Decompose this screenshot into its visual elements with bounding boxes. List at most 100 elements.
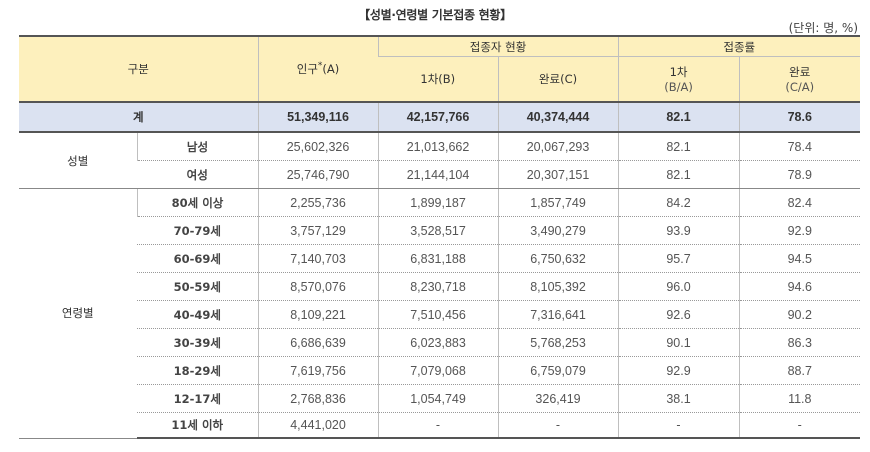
cell-completed: 1,857,749 (497, 188, 619, 217)
row-label: 12-17세 (137, 384, 259, 413)
cell-rate-first: 90.1 (617, 328, 740, 357)
cell-rate-first: 92.6 (617, 300, 740, 329)
cell-first: 7,510,456 (377, 300, 499, 329)
table-row: 70-79세 3,757,129 3,528,517 3,490,279 93.9 92.… (19, 216, 861, 245)
cell-completed: 7,316,641 (497, 300, 619, 329)
cell-rate-first: 93.9 (617, 216, 740, 245)
cell-rate-completed: 94.6 (738, 272, 861, 301)
cell-rate-first: 92.9 (617, 356, 740, 385)
row-label: 60-69세 (137, 244, 259, 273)
table-row: 18-29세 7,619,756 7,079,068 6,759,079 92.9 88.… (19, 356, 861, 385)
cell-completed: 20,307,151 (497, 160, 619, 189)
cell-rate-completed: 78.4 (738, 132, 861, 161)
cell-completed: 3,490,279 (497, 216, 619, 245)
cell-first: - (377, 412, 499, 439)
row-label: 40-49세 (137, 300, 259, 329)
cell-rate-first: 82.1 (617, 132, 740, 161)
cell-rate-completed: 92.9 (738, 216, 861, 245)
unit-note: (단위: 명, %) (788, 21, 858, 35)
cell-population: 7,140,703 (257, 244, 379, 273)
header-first-dose: 1차(B) (378, 56, 499, 102)
header-completed: 완료(C) (497, 56, 619, 102)
cell-rate-first: - (617, 412, 740, 439)
cell-first: 6,831,188 (377, 244, 499, 273)
sex-group-label: 성별 (19, 132, 137, 189)
cell-first: 6,023,883 (377, 328, 499, 357)
header-population: 인구*(A) (257, 36, 379, 103)
cell-first: 1,899,187 (377, 188, 499, 217)
table-row: 60-69세 7,140,703 6,831,188 6,750,632 95.7 94.… (19, 244, 861, 273)
cell-first: 8,230,718 (377, 272, 499, 301)
row-label: 여성 (137, 160, 259, 189)
row-label: 남성 (136, 132, 259, 161)
cell-first: 3,528,517 (377, 216, 499, 245)
header-rate-first: 1차 (B/A) (617, 56, 740, 102)
cell-population: 25,602,326 (257, 132, 379, 161)
table-title: 【성별·연령별 기본접종 현황】 (358, 8, 512, 22)
cell-rate-first: 96.0 (617, 272, 740, 301)
cell-completed: 6,759,079 (497, 356, 619, 385)
row-label: 70-79세 (137, 216, 259, 245)
cell-rate-completed: 86.3 (738, 328, 861, 357)
total-rate-completed: 78.6 (738, 102, 861, 133)
cell-completed: - (497, 412, 619, 439)
cell-rate-first: 95.7 (617, 244, 740, 273)
cell-first: 21,013,662 (377, 132, 499, 161)
total-rate-first: 82.1 (617, 102, 740, 133)
table-row: 12-17세 2,768,836 1,054,749 326,419 38.1 11.8 (19, 384, 861, 413)
cell-completed: 8,105,392 (497, 272, 619, 301)
cell-first: 21,144,104 (377, 160, 499, 189)
total-completed: 40,374,444 (497, 102, 619, 133)
cell-rate-first: 84.2 (617, 188, 740, 217)
total-first: 42,157,766 (377, 102, 499, 133)
row-label: 11세 이하 (137, 412, 259, 439)
cell-first: 7,079,068 (377, 356, 499, 385)
cell-population: 8,109,221 (257, 300, 379, 329)
cell-population: 7,619,756 (257, 356, 379, 385)
cell-population: 6,686,639 (257, 328, 379, 357)
vaccination-table: 구분 인구*(A) 접종자 현황 접종률 1차(B) 완료(C) 1차 (B/A)… (19, 35, 861, 439)
cell-rate-first: 82.1 (617, 160, 740, 189)
cell-rate-completed: 88.7 (738, 356, 861, 385)
table-row: 11세 이하 4,441,020- - - - (19, 412, 861, 439)
cell-rate-completed: 90.2 (738, 300, 861, 329)
table-row: 30-39세 6,686,639 6,023,883 5,768,253 90.1 86.… (19, 328, 861, 357)
table-row: 성별 남성 25,602,326 21,013,662 20,067,293 82.1 78… (19, 132, 861, 189)
total-row: 계 51,349,116 42,157,766 40,374,444 82.1 … (19, 102, 861, 133)
cell-population: 8,570,076 (257, 272, 379, 301)
table-header: 구분 인구*(A) 접종자 현황 접종률 1차(B) 완료(C) 1차 (B/A)… (19, 36, 861, 103)
table-body: 성별 남성 25,602,326 21,013,662 20,067,293 82.1 78… (19, 132, 861, 439)
cell-rate-completed: 78.9 (738, 160, 861, 189)
cell-completed: 5,768,253 (497, 328, 619, 357)
age-group-label: 연령별 (19, 188, 137, 439)
row-label: 30-39세 (137, 328, 259, 357)
cell-population: 2,255,736 (257, 188, 379, 217)
cell-rate-completed: - (738, 412, 861, 439)
cell-population: 2,768,836 (257, 384, 379, 413)
header-vaccinated-group: 접종자 현황 (377, 36, 619, 57)
cell-completed: 20,067,293 (497, 132, 619, 161)
cell-rate-completed: 82.4 (738, 188, 861, 217)
row-label: 80세 이상 (136, 188, 259, 217)
table-row: 연령별 80세 이상 2,255,736 1,899,187 1,857,749 84.2… (19, 188, 861, 439)
cell-rate-completed: 11.8 (738, 384, 861, 413)
cell-completed: 326,419 (497, 384, 619, 413)
total-label: 계 (19, 102, 259, 133)
header-rate-completed: 완료 (C/A) (738, 56, 861, 102)
cell-population: 4,441,020 (257, 412, 379, 439)
table-row: 여성 25,746,790 21,144,104 20,307,151 82.1 78.9 (19, 160, 861, 189)
row-label: 18-29세 (137, 356, 259, 385)
cell-population: 25,746,790 (257, 160, 379, 189)
header-category: 구분 (19, 36, 259, 103)
row-label: 50-59세 (137, 272, 259, 301)
table-row: 40-49세 8,109,221 7,510,456 7,316,641 92.6 90.… (19, 300, 861, 329)
cell-first: 1,054,749 (377, 384, 499, 413)
cell-completed: 6,750,632 (497, 244, 619, 273)
cell-rate-first: 38.1 (617, 384, 740, 413)
total-population: 51,349,116 (257, 102, 379, 133)
cell-rate-completed: 94.5 (738, 244, 861, 273)
cell-population: 3,757,129 (257, 216, 379, 245)
header-rate-group: 접종률 (617, 36, 861, 57)
table-row: 50-59세 8,570,076 8,230,718 8,105,392 96.0 94.… (19, 272, 861, 301)
